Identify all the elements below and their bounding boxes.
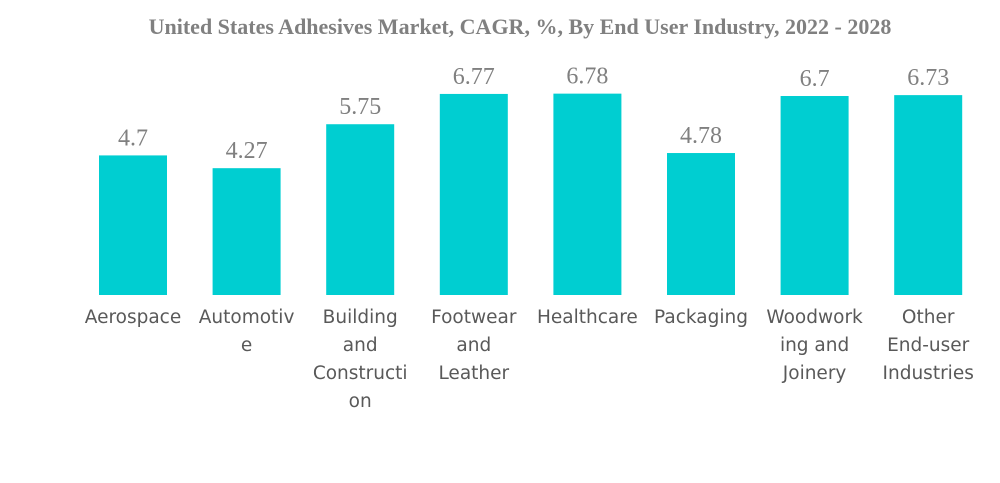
category-label-1: Automotiv e — [199, 307, 295, 356]
bars-group — [99, 93, 963, 295]
category-label-line: Packaging — [654, 307, 748, 328]
category-label-2: Building and Constructi on — [313, 307, 408, 412]
data-label-1: 4.27 — [226, 138, 268, 164]
bar-4 — [553, 93, 622, 295]
category-label-4: Healthcare — [537, 307, 638, 328]
category-label-line: Automotiv — [199, 307, 295, 328]
category-label-line: Aerospace — [85, 307, 182, 328]
data-label-5: 4.78 — [680, 123, 722, 149]
category-label-line: Woodwork — [766, 307, 863, 328]
category-label-line: Industries — [883, 363, 974, 384]
category-label-7: Other End-user Industries — [883, 307, 974, 384]
category-label-line: ing and — [780, 335, 849, 356]
data-label-4: 6.78 — [566, 64, 608, 90]
bar-7 — [894, 95, 963, 295]
category-label-line: e — [241, 335, 252, 356]
category-label-line: on — [349, 391, 372, 412]
bar-6 — [780, 96, 849, 295]
category-labels-group: Aerospace Automotiv e Building and Constructi… — [85, 307, 974, 412]
category-label-6: Woodwork ing and Joinery — [766, 307, 863, 384]
category-label-line: End-user — [887, 335, 970, 356]
category-label-line: and — [343, 335, 378, 356]
bar-0 — [99, 155, 167, 295]
data-label-7: 6.73 — [907, 65, 949, 91]
category-label-line: Leather — [438, 363, 509, 384]
data-labels-group: 4.7 4.27 5.75 6.77 6.78 4.78 6.7 6.73 — [118, 64, 949, 165]
category-label-line: Constructi — [313, 363, 408, 384]
category-label-3: Footwear and Leather — [431, 307, 517, 384]
data-label-2: 5.75 — [339, 94, 381, 120]
bar-5 — [667, 153, 735, 295]
category-label-0: Aerospace — [85, 307, 182, 328]
category-label-line: Healthcare — [537, 307, 638, 328]
data-label-0: 4.7 — [118, 125, 148, 151]
category-label-line: Building — [323, 307, 398, 328]
category-label-line: Footwear — [431, 307, 517, 328]
category-label-5: Packaging — [654, 307, 748, 328]
category-label-line: and — [456, 335, 491, 356]
data-label-3: 6.77 — [453, 64, 495, 90]
category-label-line: Other — [902, 307, 955, 328]
category-label-line: Joinery — [782, 363, 847, 384]
bar-2 — [326, 124, 395, 295]
chart-title: United States Adhesives Market, CAGR, %,… — [148, 14, 892, 39]
bar-3 — [439, 93, 508, 295]
bar-1 — [212, 168, 281, 295]
data-label-6: 6.7 — [800, 66, 830, 92]
